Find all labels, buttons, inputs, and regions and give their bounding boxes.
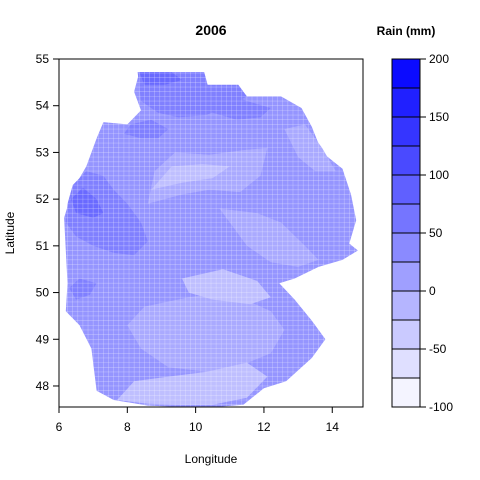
contour-region-6 <box>117 362 268 405</box>
y-tick-label: 55 <box>36 52 50 66</box>
colorbar: -100 -50 0 50 100 150 200 <box>391 52 453 414</box>
colorbar-title: Rain (mm) <box>377 24 436 38</box>
contour-region-14 <box>71 187 104 218</box>
colorbar-bin <box>391 87 421 118</box>
colorbar-bin <box>391 261 421 292</box>
y-tick-label: 49 <box>36 332 50 346</box>
colorbar-bin <box>391 58 421 89</box>
colorbar-bin <box>391 174 421 205</box>
y-tick-label: 54 <box>36 99 50 113</box>
plot-frame <box>58 58 364 408</box>
colorbar-bin <box>391 232 421 263</box>
x-tick-label: 12 <box>257 420 271 434</box>
plot-grid <box>59 59 363 407</box>
colorbar-tick-label: -50 <box>429 342 447 356</box>
contour-region-4 <box>127 292 285 372</box>
colorbar-tick-label: 200 <box>429 52 449 66</box>
x-axis-label: Longitude <box>185 452 238 466</box>
colorbar-tick-label: 100 <box>429 168 449 182</box>
x-tick-label: 6 <box>56 420 63 434</box>
colorbar-bin <box>391 145 421 176</box>
colorbar-tick-label: 0 <box>429 284 436 298</box>
contour-region-10 <box>192 91 271 120</box>
contour-region-3 <box>284 124 336 172</box>
y-tick-label: 51 <box>36 239 50 253</box>
y-axis: 48 49 50 51 52 53 54 55 <box>36 52 59 393</box>
x-tick-label: 14 <box>326 420 340 434</box>
colorbar-tick-label: -100 <box>429 400 453 414</box>
colorbar-tick-label: 50 <box>429 226 443 240</box>
contour-regions <box>64 72 358 407</box>
colorbar-bin <box>391 290 421 321</box>
contour-region-11 <box>123 119 169 139</box>
colorbar-bin <box>391 116 421 147</box>
x-tick-label: 10 <box>189 420 203 434</box>
contour-region-12 <box>69 278 97 300</box>
colorbar-bin <box>391 319 421 350</box>
x-axis: 6 8 10 12 14 <box>56 407 340 434</box>
y-tick-label: 53 <box>36 145 50 159</box>
colorbar-bin <box>391 377 421 408</box>
contour-region-13 <box>139 72 182 85</box>
colorbar-bin <box>391 348 421 379</box>
y-axis-label: Latitude <box>3 211 17 254</box>
colorbar-tick-label: 150 <box>429 110 449 124</box>
colorbar-bin <box>391 203 421 234</box>
y-tick-label: 50 <box>36 286 50 300</box>
contour-region-7 <box>151 164 230 190</box>
contour-region-5 <box>182 269 271 305</box>
contour-region-2 <box>219 208 319 267</box>
chart-title: 2006 <box>195 22 226 38</box>
x-tick-label: 8 <box>124 420 131 434</box>
y-tick-label: 52 <box>36 192 50 206</box>
y-tick-label: 48 <box>36 379 50 393</box>
